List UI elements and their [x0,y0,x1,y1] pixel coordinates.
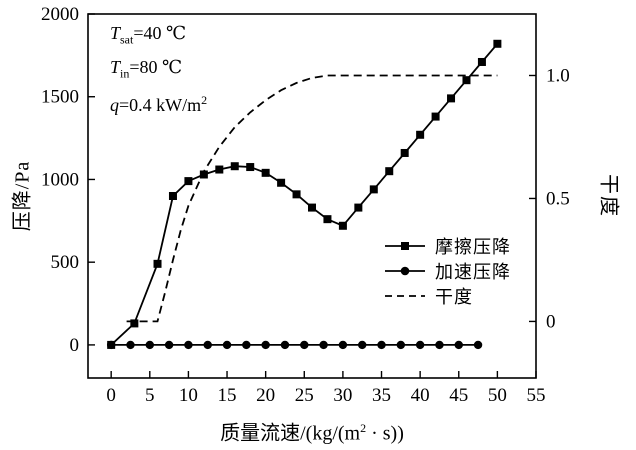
friction-pressure-series-marker [246,163,255,172]
acceleration-pressure-series-marker [242,340,251,350]
friction-pressure-series-marker [338,221,347,230]
friction-pressure-series-marker [308,203,316,212]
annotation-subscript: in [120,66,130,81]
acceleration-pressure-series-marker [377,340,386,350]
y-right-tick-label: 0.5 [546,188,570,209]
friction-pressure-series-marker [369,185,378,194]
x-tick-label: 15 [218,385,237,406]
acceleration-pressure-series-marker [473,340,483,350]
acceleration-pressure-series-marker [338,340,348,350]
legend-item-friction: 摩擦压降 [384,233,511,258]
friction-pressure-series-marker [400,148,409,157]
acceleration-legend-marker-icon [385,266,425,275]
annotation-symbol: T [110,56,121,77]
x-tick-label: 40 [411,385,430,406]
y-left-tick-label: 500 [51,252,80,273]
friction-pressure-series-marker [230,162,239,171]
legend: 摩擦压降 加速压降 干度 [384,233,511,308]
y-left-tick-label: 2000 [41,4,79,25]
friction-pressure-series-marker [215,165,224,174]
friction-pressure-series-marker [199,170,208,179]
x-axis-title-sup: 2 [360,420,367,435]
annotation-symbol: T [110,23,121,43]
x-tick-label: 55 [527,385,546,406]
acceleration-pressure-series-marker [203,340,212,350]
acceleration-pressure-series-marker [164,340,174,350]
friction-pressure-series-marker [261,168,270,177]
x-axis-title-text: 质量流速/(kg/(m [220,422,361,445]
acceleration-pressure-series-marker [435,340,444,350]
annotation-tin: Tin=80 ℃ [110,54,207,88]
acceleration-pressure-series-marker [222,340,232,350]
acceleration-pressure-series-marker [358,340,367,350]
friction-pressure-series-marker [477,57,486,66]
annotation-subscript: sat [120,32,134,47]
x-axis-title-post: · s)) [366,422,404,445]
annotation-value: =80 ℃ [129,56,183,77]
acceleration-pressure-series-marker [145,340,154,350]
friction-pressure-series-marker [168,192,177,200]
x-tick-label: 10 [179,385,198,406]
legend-label: 加速压降 [435,261,511,282]
acceleration-pressure-series-marker [184,340,193,350]
y-left-tick-label: 1000 [41,169,79,190]
dryness-series-line [126,74,498,323]
y-right-tick-label: 1.0 [546,65,570,86]
friction-pressure-series-marker [431,112,440,121]
friction-pressure-series-marker [292,190,301,199]
x-tick-label: 50 [488,385,507,406]
annotation-superscript: 2 [201,93,208,108]
friction-legend-marker-icon [385,241,425,250]
x-tick-label: 20 [256,385,275,406]
friction-pressure-series-marker [323,215,332,224]
friction-pressure-series-marker [493,39,502,48]
x-tick-label: 5 [145,385,155,406]
acceleration-pressure-series-marker [126,340,135,350]
y-right-tick-label: 0 [546,311,556,332]
annotation-heatflux: q=0.4 kW/m2 [110,87,207,119]
x-tick-label: 25 [295,385,314,406]
friction-pressure-series-marker [354,203,363,212]
friction-pressure-series-marker [277,178,286,187]
annotation-value: =0.4 kW/m [119,95,202,116]
legend-label: 干度 [435,286,473,307]
annotation-tsat: Tsat=40 ℃ [110,20,207,54]
friction-pressure-series-marker [153,259,162,268]
legend-item-dryness: 干度 [384,283,511,308]
friction-pressure-series-marker [130,319,139,328]
friction-pressure-series-marker [385,167,394,176]
x-tick-label: 45 [449,385,468,406]
acceleration-pressure-series-marker [300,340,309,350]
friction-pressure-series-marker [184,177,193,186]
y-left-axis-title: 压降/Pa [11,160,34,232]
legend-item-acceleration: 加速压降 [384,258,511,283]
y-right-axis-title: 干度 [597,174,620,218]
acceleration-pressure-series-marker [454,340,463,350]
x-tick-label: 35 [372,385,391,406]
acceleration-pressure-series-marker [319,340,328,350]
x-tick-label: 30 [333,385,352,406]
annotation-symbol: q [110,95,119,116]
x-axis-title: 质量流速/(kg/(m2 · s)) [220,417,404,446]
y-left-tick-label: 0 [70,335,80,356]
legend-label: 摩擦压降 [435,236,511,257]
acceleration-pressure-series-marker [396,340,406,350]
annotation-value: =40 ℃ [133,23,187,43]
acceleration-pressure-series-marker [106,340,116,350]
y-left-tick-label: 1500 [41,87,79,108]
acceleration-pressure-series-marker [415,340,425,350]
friction-pressure-series-marker [416,130,425,139]
dryness-legend-marker-icon [385,294,425,297]
x-tick-label: 0 [106,385,116,406]
acceleration-pressure-series-marker [280,340,290,350]
condition-annotations: Tsat=40 ℃ Tin=80 ℃ q=0.4 kW/m2 [110,20,207,119]
friction-pressure-series-marker [462,76,471,85]
friction-pressure-series-marker [447,94,456,103]
acceleration-pressure-series-marker [261,340,270,350]
plot-frame [87,13,537,379]
